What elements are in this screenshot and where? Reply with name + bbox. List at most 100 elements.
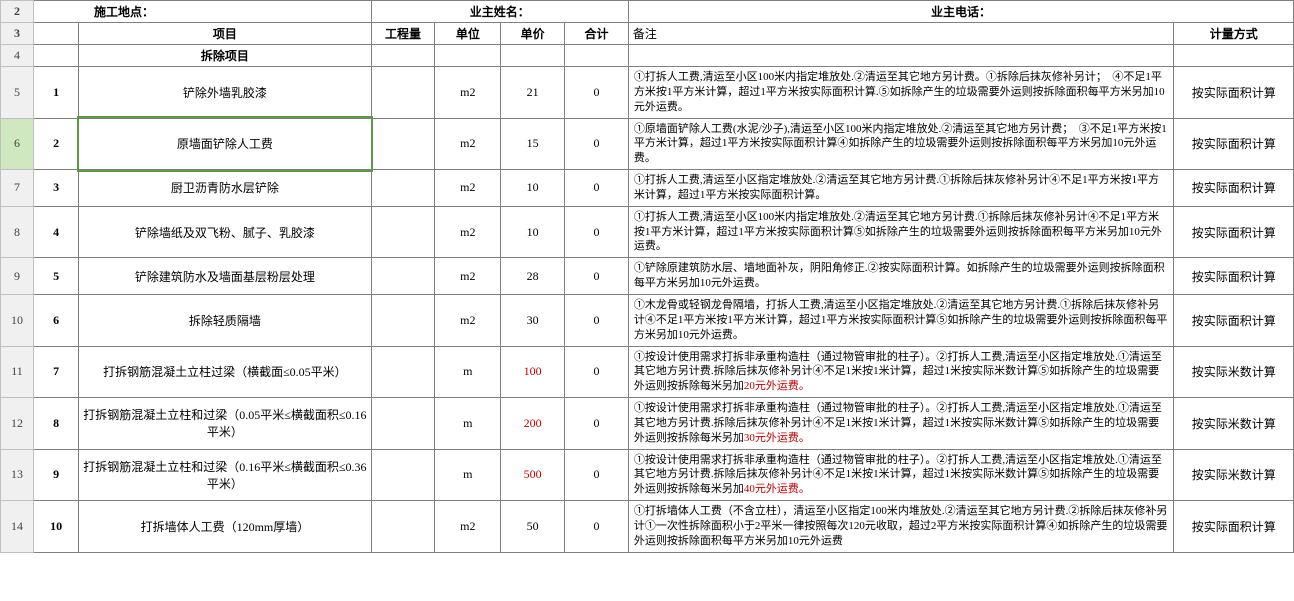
cell-item[interactable]: 打拆钢筋混凝土立柱和过梁（0.16平米≤横截面积≤0.36平米） bbox=[79, 449, 371, 501]
cell-total[interactable]: 0 bbox=[565, 170, 629, 207]
cell-unit[interactable]: m bbox=[435, 449, 501, 501]
cell-notes[interactable]: ①打拆人工费,清运至小区指定堆放处.②清运至其它地方另计费.①拆除后抹灰修补另计… bbox=[628, 170, 1174, 207]
section-title-row: 4 拆除项目 bbox=[1, 45, 1294, 67]
cell-price[interactable]: 10 bbox=[501, 170, 565, 207]
col-header-price: 单价 bbox=[501, 23, 565, 45]
cell-item[interactable]: 铲除墙纸及双飞粉、腻子、乳胶漆 bbox=[79, 206, 371, 258]
cell-qty[interactable] bbox=[371, 398, 435, 450]
cell-index[interactable]: 1 bbox=[33, 67, 78, 119]
cell-method[interactable]: 按实际面积计算 bbox=[1174, 294, 1294, 346]
table-row[interactable]: 73厨卫沥青防水层铲除m2100①打拆人工费,清运至小区指定堆放处.②清运至其它… bbox=[1, 170, 1294, 207]
cell-notes[interactable]: ①木龙骨或轻钢龙骨隔墙，打拆人工费,清运至小区指定堆放处.②清运至其它地方另计费… bbox=[628, 294, 1174, 346]
cell-total[interactable]: 0 bbox=[565, 118, 629, 170]
cell-notes[interactable]: ①打拆墙体人工费（不含立柱），清运至小区指定100米内堆放处.②清运至其它地方另… bbox=[628, 501, 1174, 553]
cell-price[interactable]: 200 bbox=[501, 398, 565, 450]
cell-price[interactable]: 500 bbox=[501, 449, 565, 501]
cell-index[interactable]: 7 bbox=[33, 346, 78, 398]
cell-method[interactable]: 按实际米数计算 bbox=[1174, 346, 1294, 398]
cell-method[interactable]: 按实际面积计算 bbox=[1174, 67, 1294, 119]
cell-method[interactable]: 按实际面积计算 bbox=[1174, 206, 1294, 258]
cell-index[interactable]: 4 bbox=[33, 206, 78, 258]
cell-notes[interactable]: ①铲除原建筑防水层、墙地面补灰，阴阳角修正.②按实际面积计算。如拆除产生的垃圾需… bbox=[628, 258, 1174, 295]
cell-method[interactable]: 按实际面积计算 bbox=[1174, 118, 1294, 170]
cell-unit[interactable]: m2 bbox=[435, 258, 501, 295]
row-number: 9 bbox=[1, 258, 34, 295]
cell-price[interactable]: 50 bbox=[501, 501, 565, 553]
cell-item[interactable]: 打拆钢筋混凝土立柱和过梁（0.05平米≤横截面积≤0.16平米） bbox=[79, 398, 371, 450]
cell-item[interactable]: 铲除建筑防水及墙面基层粉层处理 bbox=[79, 258, 371, 295]
cell-unit[interactable]: m2 bbox=[435, 118, 501, 170]
cell-notes[interactable]: ①打拆人工费,清运至小区100米内指定堆放处.②清运至其它地方另计费.①拆除后抹… bbox=[628, 206, 1174, 258]
cell-item[interactable]: 厨卫沥青防水层铲除 bbox=[79, 170, 371, 207]
cell-method[interactable]: 按实际面积计算 bbox=[1174, 501, 1294, 553]
cell-price[interactable]: 15 bbox=[501, 118, 565, 170]
table-row[interactable]: 62原墙面铲除人工费m2150①原墙面铲除人工费(水泥/沙子),清运至小区100… bbox=[1, 118, 1294, 170]
row-number: 13 bbox=[1, 449, 34, 501]
cell-total[interactable]: 0 bbox=[565, 346, 629, 398]
cell-qty[interactable] bbox=[371, 170, 435, 207]
cell-qty[interactable] bbox=[371, 206, 435, 258]
cell-price[interactable]: 10 bbox=[501, 206, 565, 258]
cell-unit[interactable]: m2 bbox=[435, 170, 501, 207]
cell-index[interactable]: 10 bbox=[33, 501, 78, 553]
cell-total[interactable]: 0 bbox=[565, 398, 629, 450]
cell-unit[interactable]: m bbox=[435, 398, 501, 450]
table-row[interactable]: 106拆除轻质隔墙m2300①木龙骨或轻钢龙骨隔墙，打拆人工费,清运至小区指定堆… bbox=[1, 294, 1294, 346]
col-header-method: 计量方式 bbox=[1174, 23, 1294, 45]
cell-total[interactable]: 0 bbox=[565, 258, 629, 295]
cell-index[interactable]: 9 bbox=[33, 449, 78, 501]
section-title: 拆除项目 bbox=[79, 45, 371, 67]
cell-unit[interactable]: m2 bbox=[435, 67, 501, 119]
cell-price[interactable]: 30 bbox=[501, 294, 565, 346]
table-row[interactable]: 128打拆钢筋混凝土立柱和过梁（0.05平米≤横截面积≤0.16平米）m2000… bbox=[1, 398, 1294, 450]
cell-unit[interactable]: m2 bbox=[435, 206, 501, 258]
cell-total[interactable]: 0 bbox=[565, 206, 629, 258]
cell-index[interactable]: 6 bbox=[33, 294, 78, 346]
table-row[interactable]: 1410打拆墙体人工费（120mm厚墙） m2500①打拆墙体人工费（不含立柱），… bbox=[1, 501, 1294, 553]
cell-method[interactable]: 按实际米数计算 bbox=[1174, 449, 1294, 501]
cell-index[interactable]: 5 bbox=[33, 258, 78, 295]
cell-qty[interactable] bbox=[371, 67, 435, 119]
cell-notes[interactable]: ①按设计使用需求打拆非承重构造柱（通过物管审批的柱子）。②打拆人工费,清运至小区… bbox=[628, 449, 1174, 501]
cell-qty[interactable] bbox=[371, 294, 435, 346]
cell-item[interactable]: 拆除轻质隔墙 bbox=[79, 294, 371, 346]
cell-notes[interactable]: ①按设计使用需求打拆非承重构造柱（通过物管审批的柱子）。②打拆人工费,清运至小区… bbox=[628, 398, 1174, 450]
cell-method[interactable]: 按实际米数计算 bbox=[1174, 398, 1294, 450]
cell-total[interactable]: 0 bbox=[565, 501, 629, 553]
cell-qty[interactable] bbox=[371, 501, 435, 553]
cell-price[interactable]: 21 bbox=[501, 67, 565, 119]
cell-total[interactable]: 0 bbox=[565, 67, 629, 119]
cell-unit[interactable]: m2 bbox=[435, 294, 501, 346]
cell-item[interactable]: 铲除外墙乳胶漆 bbox=[79, 67, 371, 119]
col-header-item: 项目 bbox=[79, 23, 371, 45]
cell-item[interactable]: 打拆墙体人工费（120mm厚墙） bbox=[79, 501, 371, 553]
cell-notes[interactable]: ①原墙面铲除人工费(水泥/沙子),清运至小区100米内指定堆放处.②清运至其它地… bbox=[628, 118, 1174, 170]
cell-qty[interactable] bbox=[371, 346, 435, 398]
table-row[interactable]: 117打拆钢筋混凝土立柱过梁（横截面≤0.05平米）m1000①按设计使用需求打… bbox=[1, 346, 1294, 398]
cell-index[interactable]: 3 bbox=[33, 170, 78, 207]
cell-total[interactable]: 0 bbox=[565, 294, 629, 346]
cell-unit[interactable]: m bbox=[435, 346, 501, 398]
cell-method[interactable]: 按实际面积计算 bbox=[1174, 258, 1294, 295]
row-number: 14 bbox=[1, 501, 34, 553]
location-label: 施工地点： bbox=[33, 1, 371, 23]
cell-item[interactable]: 原墙面铲除人工费 bbox=[79, 118, 371, 170]
cell-unit[interactable]: m2 bbox=[435, 501, 501, 553]
col-header-qty: 工程量 bbox=[371, 23, 435, 45]
cell-total[interactable]: 0 bbox=[565, 449, 629, 501]
cell-qty[interactable] bbox=[371, 449, 435, 501]
cell-method[interactable]: 按实际面积计算 bbox=[1174, 170, 1294, 207]
table-row[interactable]: 139打拆钢筋混凝土立柱和过梁（0.16平米≤横截面积≤0.36平米） m5000… bbox=[1, 449, 1294, 501]
table-row[interactable]: 51铲除外墙乳胶漆m2210①打拆人工费,清运至小区100米内指定堆放处.②清运… bbox=[1, 67, 1294, 119]
cell-index[interactable]: 8 bbox=[33, 398, 78, 450]
cell-price[interactable]: 100 bbox=[501, 346, 565, 398]
cell-notes[interactable]: ①按设计使用需求打拆非承重构造柱（通过物管审批的柱子）。②打拆人工费,清运至小区… bbox=[628, 346, 1174, 398]
cell-notes[interactable]: ①打拆人工费,清运至小区100米内指定堆放处.②清运至其它地方另计费。①拆除后抹… bbox=[628, 67, 1174, 119]
cell-qty[interactable] bbox=[371, 118, 435, 170]
cell-qty[interactable] bbox=[371, 258, 435, 295]
cell-item[interactable]: 打拆钢筋混凝土立柱过梁（横截面≤0.05平米） bbox=[79, 346, 371, 398]
table-row[interactable]: 95铲除建筑防水及墙面基层粉层处理 m2280①铲除原建筑防水层、墙地面补灰，阴阳… bbox=[1, 258, 1294, 295]
table-row[interactable]: 84铲除墙纸及双飞粉、腻子、乳胶漆m2100①打拆人工费,清运至小区100米内指… bbox=[1, 206, 1294, 258]
cell-index[interactable]: 2 bbox=[33, 118, 78, 170]
cell-price[interactable]: 28 bbox=[501, 258, 565, 295]
